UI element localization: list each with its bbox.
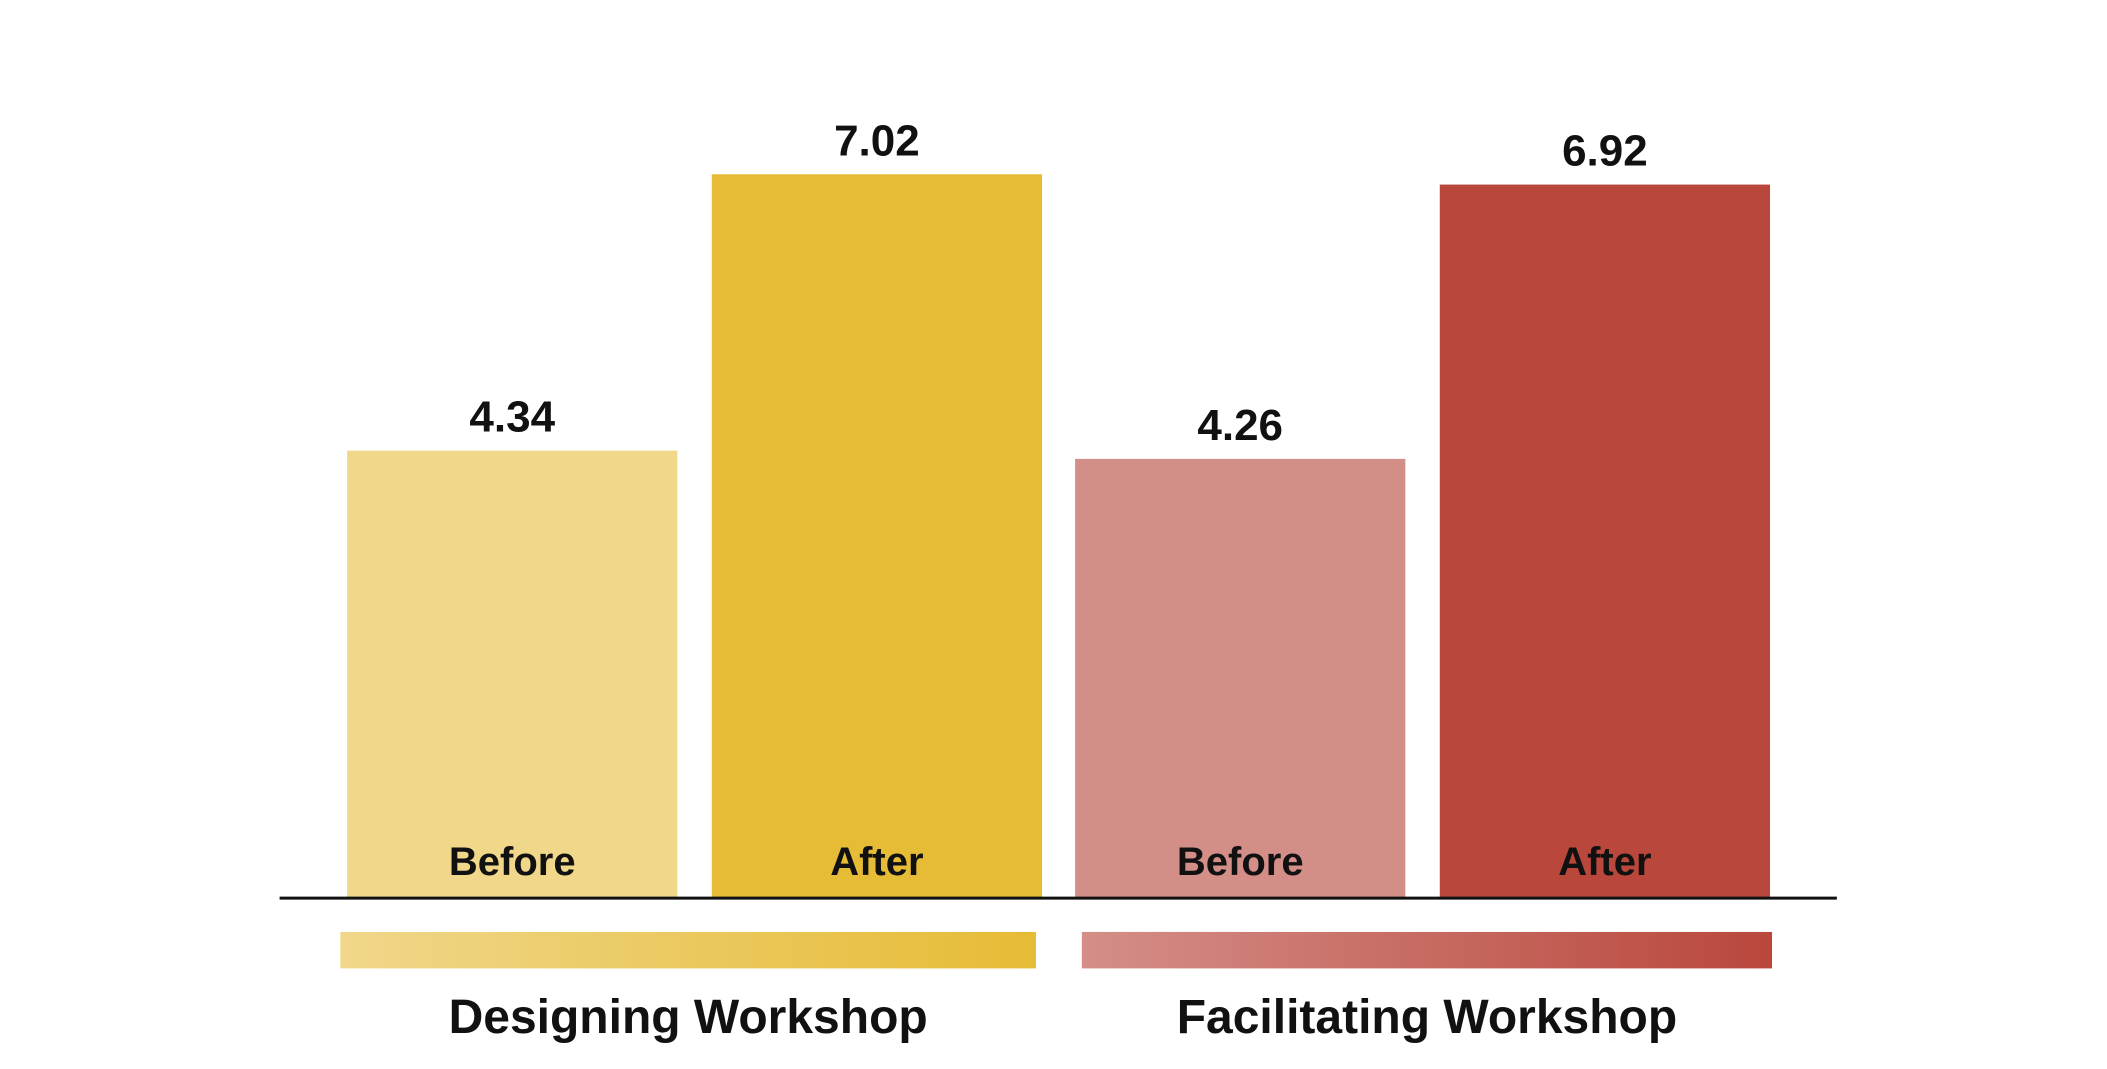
group-band: [340, 931, 1036, 969]
bar: [347, 450, 678, 899]
group-band: [1081, 931, 1773, 969]
bar-category-label: After: [1558, 840, 1651, 884]
value-label: 4.26: [1197, 401, 1283, 450]
bar: [1439, 184, 1771, 899]
group-label: Facilitating Workshop: [1177, 991, 1677, 1044]
value-label: 6.92: [1562, 127, 1648, 176]
value-label: 7.02: [834, 116, 920, 165]
bar-category-label: Before: [1177, 840, 1304, 884]
value-label: 4.34: [469, 393, 555, 442]
bar: [1075, 458, 1406, 899]
bar-category-label: After: [830, 840, 923, 884]
group-label: Designing Workshop: [449, 991, 928, 1044]
bar-category-label: Before: [449, 840, 576, 884]
bar: [711, 174, 1043, 899]
